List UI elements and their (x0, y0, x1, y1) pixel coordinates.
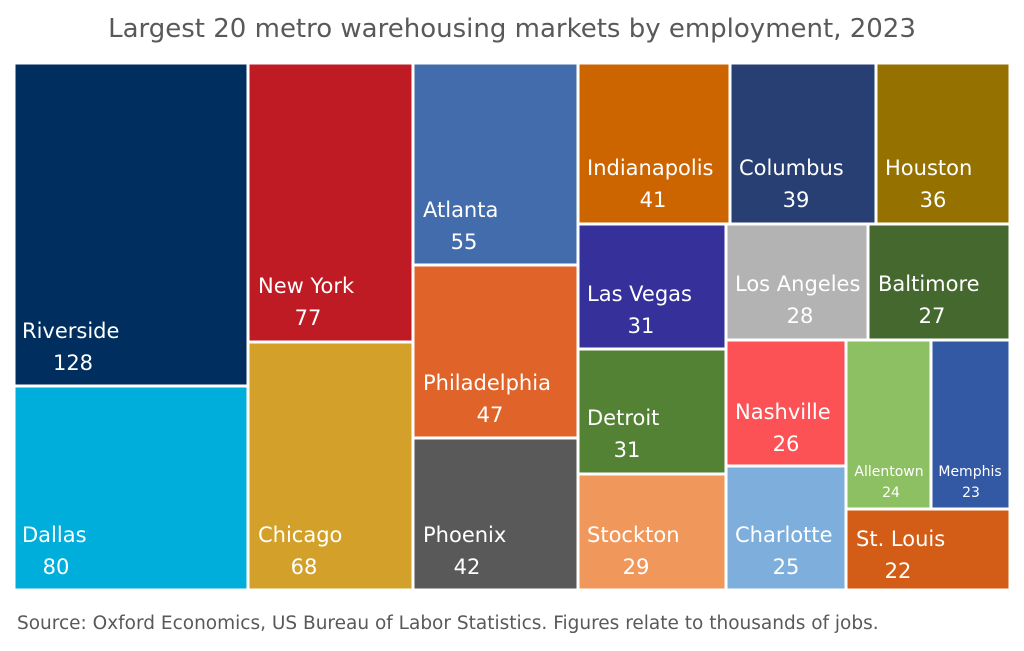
tile-label-charlotte: Charlotte (735, 523, 833, 547)
tile-value-houston: 36 (920, 188, 947, 212)
tile-nashville: Nashville 26 (724, 338, 848, 468)
tile-stockton: Stockton 29 (576, 472, 728, 592)
tile-rect-phoenix (411, 436, 580, 592)
tile-atlanta: Atlanta 55 (411, 61, 580, 267)
tile-value-atlanta: 55 (451, 230, 478, 254)
tile-rect-philadelphia (411, 263, 580, 440)
tile-label-detroit: Detroit (587, 406, 659, 430)
tile-value-st-louis: 22 (885, 559, 912, 583)
tile-label-allentown: Allentown (854, 464, 923, 480)
tile-label-nashville: Nashville (735, 400, 831, 424)
tile-label-st-louis: St. Louis (856, 527, 945, 551)
tile-value-las-vegas: 31 (628, 314, 655, 338)
tile-label-houston: Houston (885, 156, 972, 180)
tile-value-new-york: 77 (295, 306, 322, 330)
tile-label-columbus: Columbus (739, 156, 844, 180)
tile-new-york: New York 77 (246, 61, 415, 344)
tile-allentown: Allentown 24 (844, 338, 933, 511)
tile-value-allentown: 24 (882, 485, 900, 501)
tile-houston: Houston 36 (874, 61, 1012, 226)
tile-st-louis: St. Louis 22 (844, 507, 1012, 592)
tile-rect-memphis (929, 338, 1012, 511)
tile-value-memphis: 23 (962, 485, 980, 501)
tile-columbus: Columbus 39 (728, 61, 878, 226)
tile-value-dallas: 80 (43, 555, 70, 579)
tile-label-atlanta: Atlanta (423, 198, 498, 222)
tile-rect-charlotte (724, 464, 848, 592)
tile-memphis: Memphis 23 (929, 338, 1012, 511)
tile-value-indianapolis: 41 (640, 188, 667, 212)
tile-label-stockton: Stockton (587, 523, 680, 547)
tile-rect-stockton (576, 472, 728, 592)
tile-label-baltimore: Baltimore (878, 272, 980, 296)
tile-label-las-vegas: Las Vegas (587, 282, 692, 306)
tile-charlotte: Charlotte 25 (724, 464, 848, 592)
tile-label-indianapolis: Indianapolis (587, 156, 714, 180)
tile-indianapolis: Indianapolis 41 (576, 61, 732, 226)
chart-title: Largest 20 metro warehousing markets by … (108, 14, 916, 44)
tile-chicago: Chicago 68 (246, 340, 415, 592)
treemap-chart: Riverside 128 Dallas 80 New York 77 Chicago 68 A… (12, 61, 1012, 592)
tile-rect-atlanta (411, 61, 580, 267)
tile-las-vegas: Las Vegas 31 (576, 222, 728, 351)
tile-value-riverside: 128 (53, 351, 93, 375)
tile-rect-los-angeles (724, 222, 870, 342)
tile-rect-riverside (12, 61, 250, 388)
tile-label-phoenix: Phoenix (423, 523, 506, 547)
tile-dallas: Dallas 80 (12, 384, 250, 592)
tile-value-philadelphia: 47 (477, 403, 504, 427)
tile-value-stockton: 29 (623, 555, 650, 579)
tile-value-charlotte: 25 (773, 555, 800, 579)
tile-label-philadelphia: Philadelphia (423, 371, 551, 395)
source-note: Source: Oxford Economics, US Bureau of L… (17, 613, 879, 634)
tile-riverside: Riverside 128 (12, 61, 250, 388)
tile-baltimore: Baltimore 27 (866, 222, 1012, 342)
tile-value-detroit: 31 (614, 438, 641, 462)
tile-rect-baltimore (866, 222, 1012, 342)
tile-rect-chicago (246, 340, 415, 592)
tile-rect-dallas (12, 384, 250, 592)
tile-label-dallas: Dallas (22, 523, 87, 547)
tile-value-nashville: 26 (773, 432, 800, 456)
tile-value-columbus: 39 (783, 188, 810, 212)
tile-rect-allentown (844, 338, 933, 511)
tile-rect-detroit (576, 347, 728, 476)
tile-label-riverside: Riverside (22, 319, 119, 343)
tile-philadelphia: Philadelphia 47 (411, 263, 580, 440)
tile-detroit: Detroit 31 (576, 347, 728, 476)
tile-value-baltimore: 27 (919, 304, 946, 328)
tile-value-chicago: 68 (291, 555, 318, 579)
tile-value-phoenix: 42 (454, 555, 481, 579)
tile-los-angeles: Los Angeles 28 (724, 222, 870, 342)
tile-label-chicago: Chicago (258, 523, 342, 547)
tile-rect-st-louis (844, 507, 1012, 592)
tile-rect-new-york (246, 61, 415, 344)
tile-label-los-angeles: Los Angeles (735, 272, 860, 296)
tile-label-new-york: New York (258, 274, 355, 298)
tile-value-los-angeles: 28 (787, 304, 814, 328)
tile-label-memphis: Memphis (938, 464, 1001, 480)
tile-phoenix: Phoenix 42 (411, 436, 580, 592)
